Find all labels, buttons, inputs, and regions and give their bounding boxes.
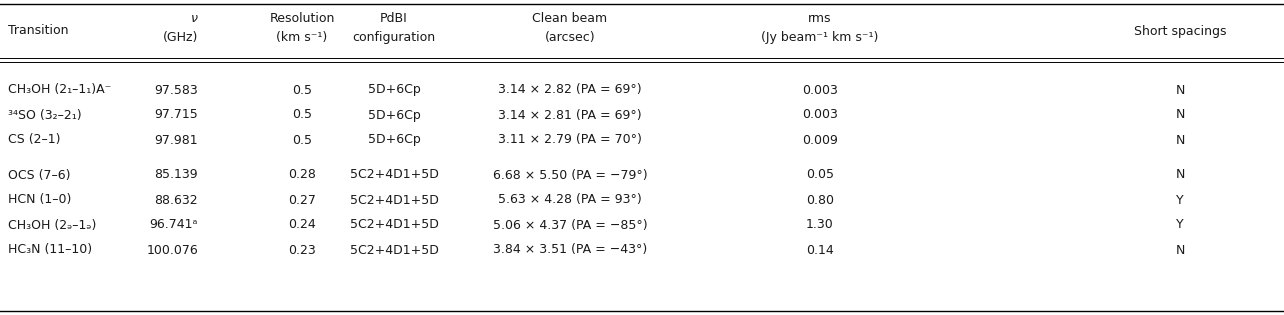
- Text: 0.05: 0.05: [806, 169, 835, 181]
- Text: N: N: [1175, 134, 1185, 146]
- Text: 5C2+4D1+5D: 5C2+4D1+5D: [349, 169, 438, 181]
- Text: ν: ν: [191, 12, 198, 25]
- Text: 96.741ᵃ: 96.741ᵃ: [150, 219, 198, 232]
- Text: 97.715: 97.715: [154, 108, 198, 122]
- Text: configuration: configuration: [352, 32, 435, 44]
- Text: 0.5: 0.5: [291, 83, 312, 96]
- Text: 0.14: 0.14: [806, 243, 833, 256]
- Text: 0.24: 0.24: [288, 219, 316, 232]
- Text: 97.981: 97.981: [154, 134, 198, 146]
- Text: 5C2+4D1+5D: 5C2+4D1+5D: [349, 193, 438, 207]
- Text: (GHz): (GHz): [163, 32, 198, 44]
- Text: 3.84 × 3.51 (PA = −43°): 3.84 × 3.51 (PA = −43°): [493, 243, 647, 256]
- Text: Y: Y: [1176, 219, 1184, 232]
- Text: 3.14 × 2.81 (PA = 69°): 3.14 × 2.81 (PA = 69°): [498, 108, 642, 122]
- Text: ³⁴SO (3₂–2₁): ³⁴SO (3₂–2₁): [8, 108, 82, 122]
- Text: Resolution: Resolution: [270, 12, 335, 25]
- Text: 97.583: 97.583: [154, 83, 198, 96]
- Text: N: N: [1175, 108, 1185, 122]
- Text: Transition: Transition: [8, 25, 68, 37]
- Text: 3.11 × 2.79 (PA = 70°): 3.11 × 2.79 (PA = 70°): [498, 134, 642, 146]
- Text: Clean beam: Clean beam: [533, 12, 607, 25]
- Text: N: N: [1175, 83, 1185, 96]
- Text: HCN (1–0): HCN (1–0): [8, 193, 72, 207]
- Text: N: N: [1175, 169, 1185, 181]
- Text: 5C2+4D1+5D: 5C2+4D1+5D: [349, 243, 438, 256]
- Text: 1.30: 1.30: [806, 219, 833, 232]
- Text: 85.139: 85.139: [154, 169, 198, 181]
- Text: 0.5: 0.5: [291, 108, 312, 122]
- Text: Short spacings: Short spacings: [1134, 25, 1226, 37]
- Text: 3.14 × 2.82 (PA = 69°): 3.14 × 2.82 (PA = 69°): [498, 83, 642, 96]
- Text: (Jy beam⁻¹ km s⁻¹): (Jy beam⁻¹ km s⁻¹): [761, 32, 878, 44]
- Text: 5.63 × 4.28 (PA = 93°): 5.63 × 4.28 (PA = 93°): [498, 193, 642, 207]
- Text: 5D+6Cp: 5D+6Cp: [367, 134, 420, 146]
- Text: 0.27: 0.27: [288, 193, 316, 207]
- Text: 100.076: 100.076: [146, 243, 198, 256]
- Text: 0.009: 0.009: [802, 134, 838, 146]
- Text: 0.003: 0.003: [802, 83, 838, 96]
- Text: 0.5: 0.5: [291, 134, 312, 146]
- Text: CH₃OH (2ₔ–1ₔ): CH₃OH (2ₔ–1ₔ): [8, 219, 96, 232]
- Text: (km s⁻¹): (km s⁻¹): [276, 32, 327, 44]
- Text: 5D+6Cp: 5D+6Cp: [367, 108, 420, 122]
- Text: OCS (7–6): OCS (7–6): [8, 169, 71, 181]
- Text: CS (2–1): CS (2–1): [8, 134, 60, 146]
- Text: rms: rms: [808, 12, 832, 25]
- Text: 0.23: 0.23: [288, 243, 316, 256]
- Text: 5D+6Cp: 5D+6Cp: [367, 83, 420, 96]
- Text: HC₃N (11–10): HC₃N (11–10): [8, 243, 92, 256]
- Text: 88.632: 88.632: [154, 193, 198, 207]
- Text: 0.80: 0.80: [806, 193, 835, 207]
- Text: (arcsec): (arcsec): [544, 32, 596, 44]
- Text: 0.003: 0.003: [802, 108, 838, 122]
- Text: 6.68 × 5.50 (PA = −79°): 6.68 × 5.50 (PA = −79°): [493, 169, 647, 181]
- Text: Y: Y: [1176, 193, 1184, 207]
- Text: 0.28: 0.28: [288, 169, 316, 181]
- Text: PdBI: PdBI: [380, 12, 408, 25]
- Text: N: N: [1175, 243, 1185, 256]
- Text: CH₃OH (2₁–1₁)A⁻: CH₃OH (2₁–1₁)A⁻: [8, 83, 112, 96]
- Text: 5.06 × 4.37 (PA = −85°): 5.06 × 4.37 (PA = −85°): [493, 219, 647, 232]
- Text: 5C2+4D1+5D: 5C2+4D1+5D: [349, 219, 438, 232]
